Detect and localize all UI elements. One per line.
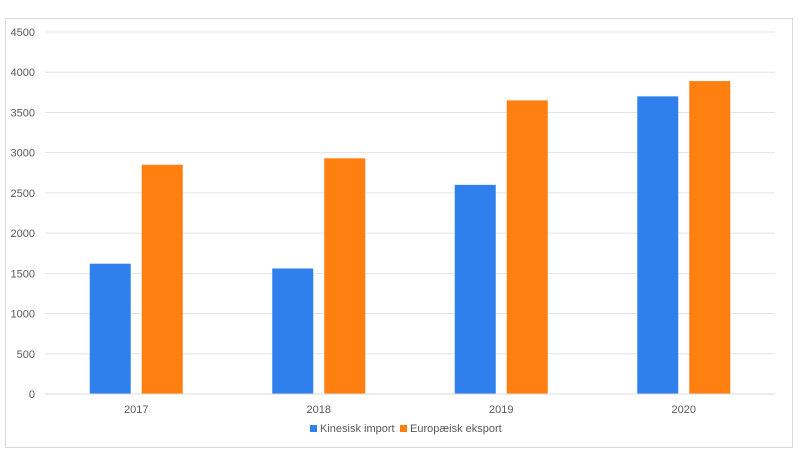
x-axis-tick-labels: 2017 2018 2019 2020 — [124, 404, 696, 416]
x-tick-label: 2019 — [489, 404, 513, 416]
legend-swatch-europaeisk-eksport — [400, 425, 407, 432]
y-tick-label: 2500 — [11, 188, 35, 200]
bar-kinesisk-import-2019 — [454, 184, 496, 394]
y-tick-label: 1500 — [11, 268, 35, 280]
y-axis-tick-labels: 0 500 1000 1500 2000 2500 3000 3500 4000 4500 — [11, 27, 35, 401]
bar-europ-isk-eksport-2018 — [324, 158, 366, 394]
bar-kinesisk-import-2020 — [637, 96, 679, 394]
legend-label-europaeisk-eksport: Europæisk eksport — [410, 423, 502, 435]
y-tick-label: 0 — [29, 389, 35, 401]
y-tick-label: 3000 — [11, 148, 35, 160]
y-tick-label: 3500 — [11, 107, 35, 119]
legend: Kinesisk import Europæisk eksport — [310, 423, 502, 435]
y-tick-label: 1000 — [11, 309, 35, 321]
x-tick-label: 2020 — [672, 404, 696, 416]
bar-kinesisk-import-2018 — [272, 268, 314, 394]
bars — [89, 81, 731, 395]
bar-europ-isk-eksport-2017 — [141, 164, 183, 394]
legend-swatch-kinesisk-import — [310, 425, 317, 432]
y-tick-label: 2000 — [11, 228, 35, 240]
y-tick-label: 4000 — [11, 67, 35, 79]
y-tick-label: 4500 — [11, 27, 35, 39]
x-tick-label: 2017 — [124, 404, 148, 416]
bar-europ-isk-eksport-2020 — [689, 81, 731, 395]
bar-europ-isk-eksport-2019 — [506, 100, 548, 394]
bar-kinesisk-import-2017 — [89, 263, 131, 394]
x-tick-label: 2018 — [307, 404, 331, 416]
legend-label-kinesisk-import: Kinesisk import — [320, 423, 395, 435]
y-tick-label: 500 — [17, 349, 35, 361]
